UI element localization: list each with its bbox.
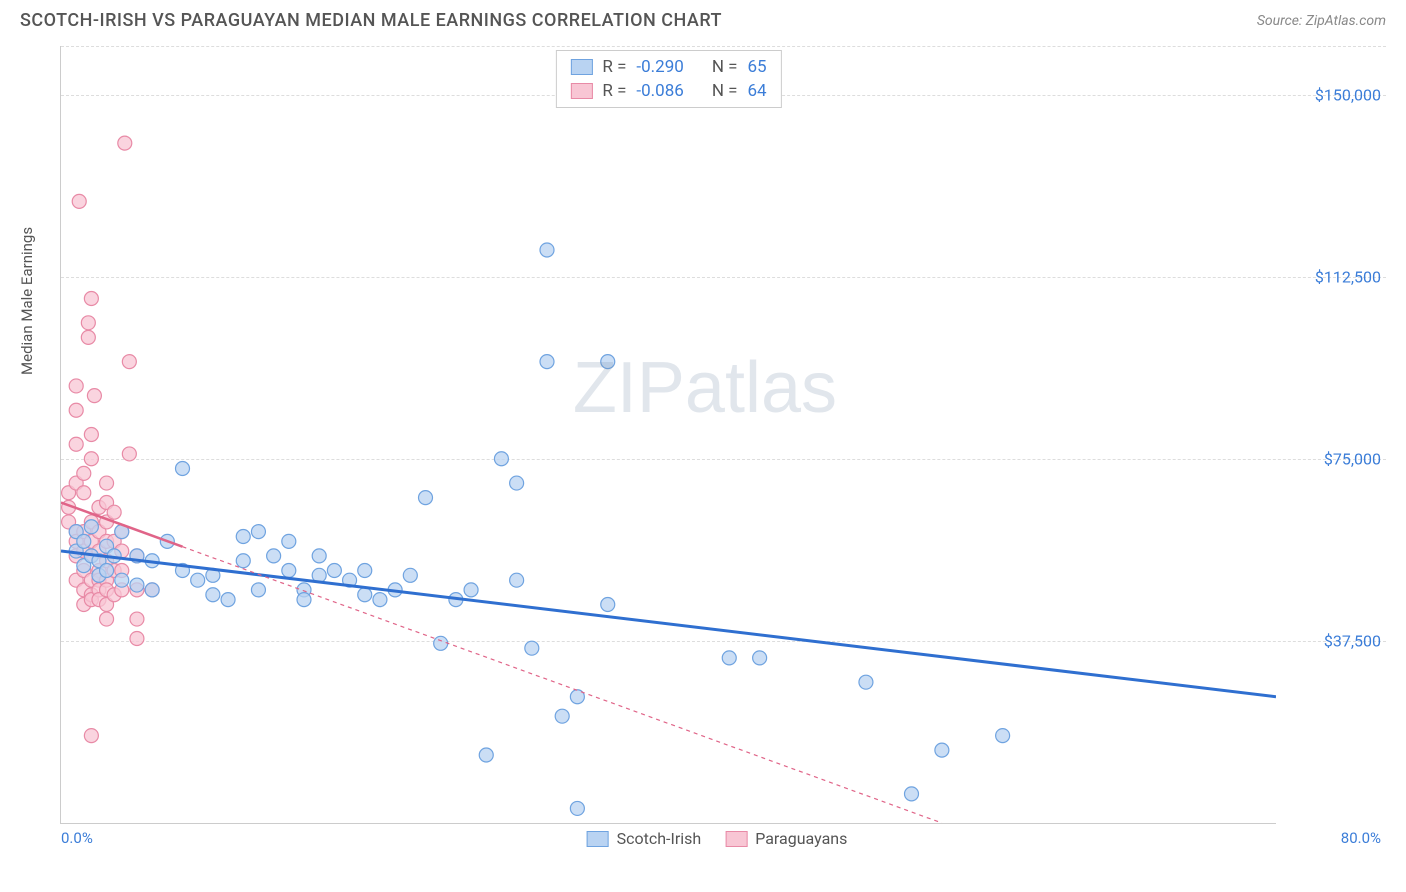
r-label: R = — [602, 57, 626, 77]
x-tick-label: 0.0% — [61, 829, 93, 847]
legend-swatch — [587, 831, 609, 847]
r-label: R = — [602, 81, 626, 101]
n-value: 64 — [748, 81, 767, 101]
chart-container: Median Male Earnings ZIPatlas R = -0.290… — [48, 46, 1386, 852]
legend-row: R = -0.290 N = 65 — [570, 55, 766, 79]
y-tick-label: $37,500 — [1281, 631, 1381, 650]
r-value: -0.290 — [636, 57, 683, 77]
legend-item: Paraguayans — [725, 829, 847, 848]
legend-swatch — [570, 83, 592, 99]
n-label: N = — [712, 81, 738, 101]
y-tick-label: $75,000 — [1281, 449, 1381, 468]
source-label: Source: ZipAtlas.com — [1257, 13, 1386, 29]
series-legend: Scotch-Irish Paraguayans — [587, 829, 848, 848]
y-tick-label: $112,500 — [1281, 267, 1381, 286]
legend-row: R = -0.086 N = 64 — [570, 79, 766, 103]
regression-line — [61, 502, 183, 546]
correlation-legend: R = -0.290 N = 65 R = -0.086 N = 64 — [555, 50, 781, 108]
legend-label: Paraguayans — [755, 829, 847, 848]
legend-item: Scotch-Irish — [587, 829, 702, 848]
legend-swatch — [570, 59, 592, 75]
regression-line-extrapolated — [183, 547, 942, 823]
y-tick-label: $150,000 — [1281, 85, 1381, 104]
regression-lines-layer — [61, 46, 1276, 823]
plot-area: ZIPatlas R = -0.290N = 65R = -0.086N = 6… — [60, 46, 1276, 824]
n-label: N = — [712, 57, 738, 77]
legend-swatch — [725, 831, 747, 847]
chart-title: SCOTCH-IRISH VS PARAGUAYAN MEDIAN MALE E… — [20, 10, 722, 31]
r-value: -0.086 — [636, 81, 683, 101]
n-value: 65 — [748, 57, 767, 77]
legend-label: Scotch-Irish — [617, 829, 702, 848]
y-axis-label: Median Male Earnings — [18, 227, 36, 375]
regression-line — [61, 551, 1276, 697]
x-tick-label: 80.0% — [1341, 829, 1381, 847]
